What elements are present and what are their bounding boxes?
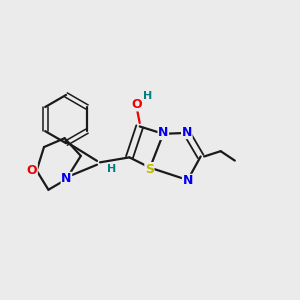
Text: O: O (27, 164, 37, 176)
Text: N: N (182, 125, 192, 139)
Text: O: O (131, 98, 142, 111)
Text: N: N (182, 174, 193, 188)
Text: H: H (106, 164, 116, 173)
Text: H: H (143, 91, 153, 101)
Text: N: N (61, 172, 72, 185)
Text: S: S (145, 163, 154, 176)
Text: N: N (158, 126, 168, 140)
